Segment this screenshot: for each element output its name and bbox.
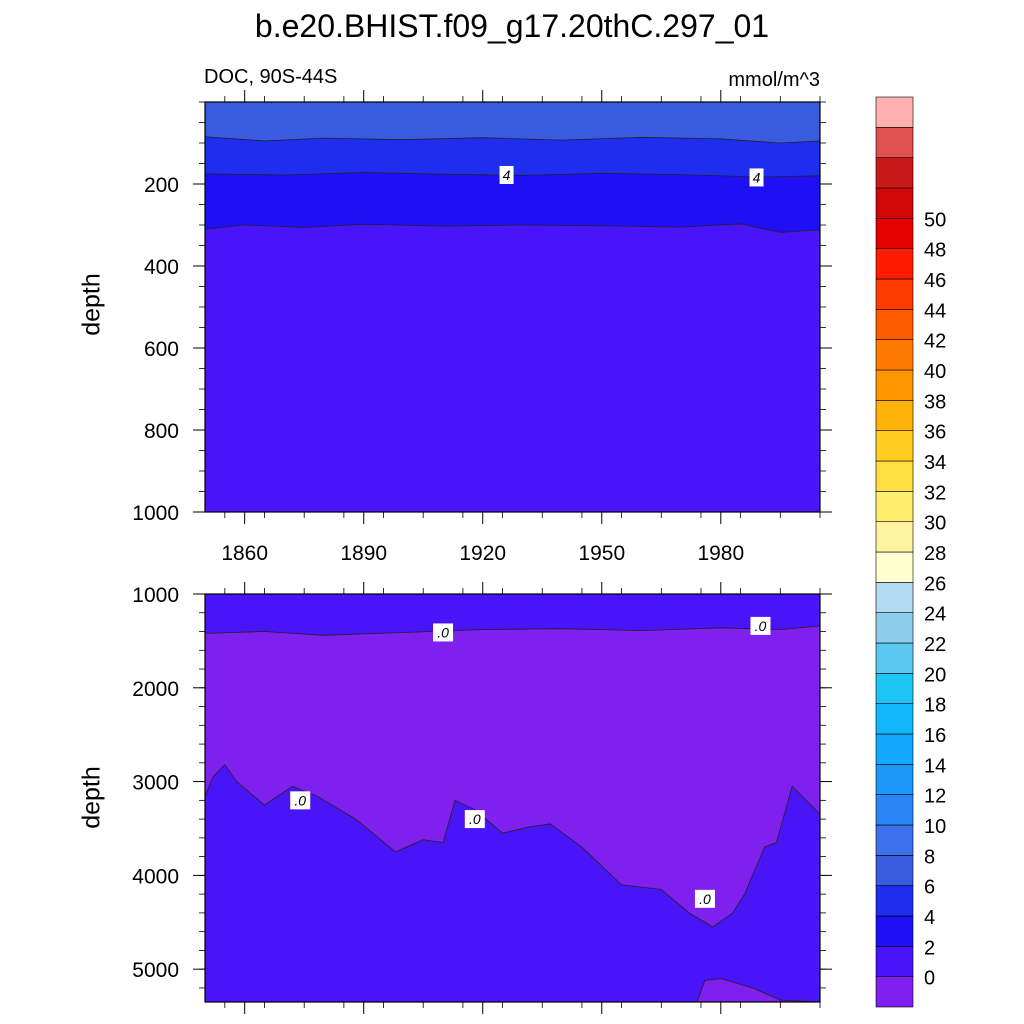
colorbar-label-4: 8 bbox=[924, 846, 935, 868]
lower-plot-frame bbox=[204, 593, 821, 1003]
lower-ytick-label-3: 4000 bbox=[132, 865, 179, 888]
colorbar-label-5: 10 bbox=[924, 816, 946, 838]
colorbar-label-21: 42 bbox=[924, 331, 946, 353]
colorbar-label-22: 44 bbox=[924, 300, 946, 322]
colorbar-box-14 bbox=[875, 551, 914, 583]
colorbar-label-12: 24 bbox=[924, 604, 946, 626]
colorbar-label-24: 48 bbox=[924, 240, 946, 262]
colorbar-label-8: 16 bbox=[924, 725, 946, 747]
lower-contour-label-bg-2 bbox=[290, 791, 311, 810]
colorbar-box-8 bbox=[875, 733, 914, 765]
colorbar-box-12 bbox=[875, 612, 914, 644]
upper-ytick-label-3: 800 bbox=[144, 420, 179, 443]
colorbar-box-27 bbox=[875, 157, 914, 189]
colorbar-label-15: 30 bbox=[924, 513, 946, 535]
upper-ytick-label-0: 200 bbox=[144, 174, 179, 197]
upper-contour-line-0 bbox=[204, 136, 821, 144]
upper-xtick-label-2: 1920 bbox=[459, 542, 506, 565]
colorbar-box-6 bbox=[875, 794, 914, 826]
lower-contour-label-bg-4 bbox=[694, 889, 715, 908]
colorbar-box-11 bbox=[875, 642, 914, 674]
upper-contour-line-2 bbox=[204, 223, 821, 233]
colorbar-box-25 bbox=[875, 218, 914, 249]
colorbar-label-1: 2 bbox=[924, 937, 935, 959]
lower-contour-line-1 bbox=[204, 764, 821, 928]
colorbar-label-18: 36 bbox=[924, 422, 946, 444]
colorbar-label-16: 32 bbox=[924, 482, 946, 504]
colorbar-label-6: 12 bbox=[924, 786, 946, 808]
colorbar-label-13: 26 bbox=[924, 573, 946, 595]
colorbar-label-2: 4 bbox=[924, 907, 935, 929]
chart-title: b.e20.BHIST.f09_g17.20thC.297_01 bbox=[254, 8, 770, 44]
upper-xtick-label-1: 1890 bbox=[340, 542, 387, 565]
colorbar-box-21 bbox=[875, 339, 914, 371]
lower-contour-label-bg-1 bbox=[750, 616, 771, 635]
lower-ytick-label-1: 2000 bbox=[132, 678, 179, 701]
colorbar-box-4 bbox=[875, 855, 914, 886]
colorbar-label-20: 40 bbox=[924, 361, 946, 383]
colorbar-box-10 bbox=[875, 673, 914, 704]
colorbar-box-19 bbox=[875, 400, 914, 431]
upper-xtick-label-0: 1860 bbox=[221, 542, 268, 565]
lower-ytick-label-2: 3000 bbox=[132, 772, 179, 795]
lower-contour-label-4: .0 bbox=[699, 891, 711, 907]
lower-band-0-2-deep bbox=[205, 764, 820, 1002]
variable-region-label: DOC, 90S-44S bbox=[204, 66, 338, 88]
upper-band-0-2 bbox=[205, 223, 820, 513]
colorbar-label-17: 34 bbox=[924, 452, 946, 474]
colorbar-label-11: 22 bbox=[924, 634, 946, 656]
upper-contour-label-bg-0 bbox=[499, 165, 514, 184]
colorbar-label-0: 0 bbox=[924, 968, 935, 990]
colorbar-box-2 bbox=[875, 915, 914, 947]
upper-ytick-label-1: 400 bbox=[144, 256, 179, 279]
colorbar-box-3 bbox=[875, 885, 914, 917]
colorbar-box-16 bbox=[875, 491, 914, 522]
lower-contour-label-bg-3 bbox=[464, 810, 485, 829]
lower-contour-line-2 bbox=[696, 978, 821, 1003]
colorbar-label-25: 50 bbox=[924, 209, 946, 231]
colorbar-box-28 bbox=[875, 127, 914, 158]
colorbar-label-19: 38 bbox=[924, 391, 946, 413]
colorbar-box-26 bbox=[875, 187, 914, 219]
upper-contour-line-1 bbox=[204, 172, 821, 178]
colorbar-box-17 bbox=[875, 460, 914, 492]
colorbar-box-7 bbox=[875, 764, 914, 795]
upper-xtick-label-4: 1980 bbox=[697, 542, 744, 565]
colorbar-box-0 bbox=[875, 976, 914, 1008]
lower-band-lt0-bottom bbox=[697, 978, 820, 1002]
upper-contour-label-0: 4 bbox=[503, 167, 511, 183]
upper-contour-label-1: 4 bbox=[753, 169, 761, 185]
colorbar-label-7: 14 bbox=[924, 755, 946, 777]
colorbar-label-14: 28 bbox=[924, 543, 946, 565]
colorbar-box-20 bbox=[875, 369, 914, 401]
colorbar-box-1 bbox=[875, 946, 914, 977]
colorbar-box-9 bbox=[875, 703, 914, 735]
lower-contour-label-2: .0 bbox=[294, 792, 306, 808]
upper-xtick-label-3: 1950 bbox=[578, 542, 625, 565]
colorbar-box-23 bbox=[875, 278, 914, 310]
units-label: mmol/m^3 bbox=[728, 69, 820, 91]
upper-ytick-label-4: 1000 bbox=[132, 502, 179, 525]
lower-contour-label-1: .0 bbox=[755, 618, 767, 634]
colorbar-label-3: 6 bbox=[924, 877, 935, 899]
lower-ytick-label-0: 1000 bbox=[132, 584, 179, 607]
upper-contour-label-bg-1 bbox=[749, 168, 764, 187]
colorbar-box-13 bbox=[875, 582, 914, 613]
colorbar-box-15 bbox=[875, 521, 914, 553]
lower-contour-label-bg-0 bbox=[433, 623, 454, 642]
colorbar-label-10: 20 bbox=[924, 664, 946, 686]
lower-ytick-label-4: 5000 bbox=[132, 959, 179, 982]
colorbar-box-22 bbox=[875, 309, 914, 340]
colorbar-label-9: 18 bbox=[924, 695, 946, 717]
colorbar-box-24 bbox=[875, 248, 914, 280]
colorbar-box-18 bbox=[875, 430, 914, 462]
colorbar-box-5 bbox=[875, 824, 914, 856]
upper-ytick-label-2: 600 bbox=[144, 338, 179, 361]
lower-contour-label-0: .0 bbox=[437, 624, 449, 640]
colorbar-box-29 bbox=[875, 96, 914, 128]
lower-contour-label-3: .0 bbox=[469, 811, 481, 827]
colorbar-label-23: 46 bbox=[924, 270, 946, 292]
